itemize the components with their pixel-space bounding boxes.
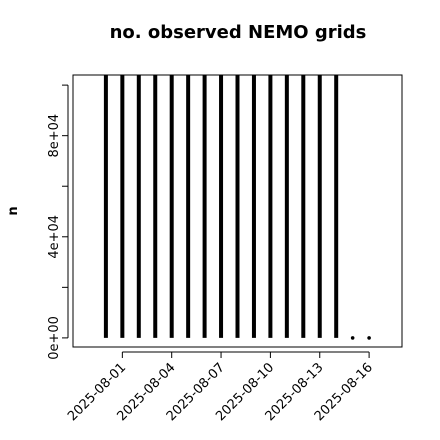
y-tick-label: 8e+04 [47, 114, 62, 158]
y-tick-label: 4e+04 [47, 215, 62, 259]
plot-area [103, 75, 371, 340]
y-tick-label: 0e+00 [47, 316, 62, 360]
bar-point [350, 336, 355, 340]
y-axis-label: n [6, 206, 21, 215]
bar-point [367, 336, 371, 340]
chart-title: no. observed NEMO grids [110, 22, 367, 43]
